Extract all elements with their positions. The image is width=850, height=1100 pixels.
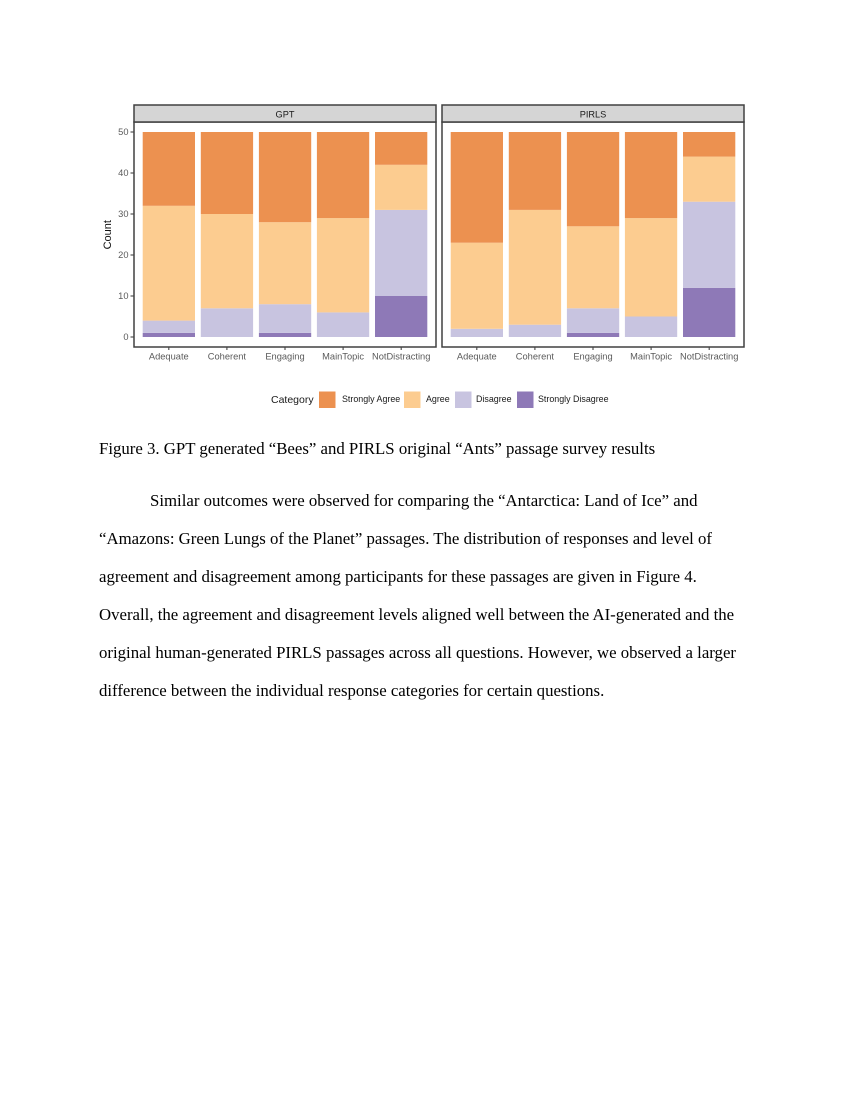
svg-text:PIRLS: PIRLS xyxy=(580,109,607,119)
svg-text:Agree: Agree xyxy=(426,394,450,404)
svg-text:MainTopic: MainTopic xyxy=(630,352,672,362)
svg-text:Coherent: Coherent xyxy=(208,352,247,362)
svg-text:Disagree: Disagree xyxy=(476,394,512,404)
svg-text:30: 30 xyxy=(118,209,128,219)
svg-text:Count: Count xyxy=(102,220,114,249)
svg-text:Category: Category xyxy=(271,394,314,406)
svg-text:40: 40 xyxy=(118,168,128,178)
svg-text:GPT: GPT xyxy=(276,109,295,119)
svg-text:Adequate: Adequate xyxy=(457,352,497,362)
svg-text:Coherent: Coherent xyxy=(516,352,555,362)
svg-text:10: 10 xyxy=(118,291,128,301)
svg-text:Strongly Agree: Strongly Agree xyxy=(342,394,400,404)
svg-text:Strongly Disagree: Strongly Disagree xyxy=(538,394,609,404)
svg-text:Engaging: Engaging xyxy=(265,352,304,362)
svg-text:0: 0 xyxy=(123,332,128,342)
svg-text:Engaging: Engaging xyxy=(573,352,612,362)
svg-text:NotDistracting: NotDistracting xyxy=(372,352,430,362)
svg-text:Adequate: Adequate xyxy=(149,352,189,362)
svg-text:50: 50 xyxy=(118,127,128,137)
svg-text:20: 20 xyxy=(118,250,128,260)
svg-text:NotDistracting: NotDistracting xyxy=(680,352,738,362)
svg-text:MainTopic: MainTopic xyxy=(322,352,364,362)
